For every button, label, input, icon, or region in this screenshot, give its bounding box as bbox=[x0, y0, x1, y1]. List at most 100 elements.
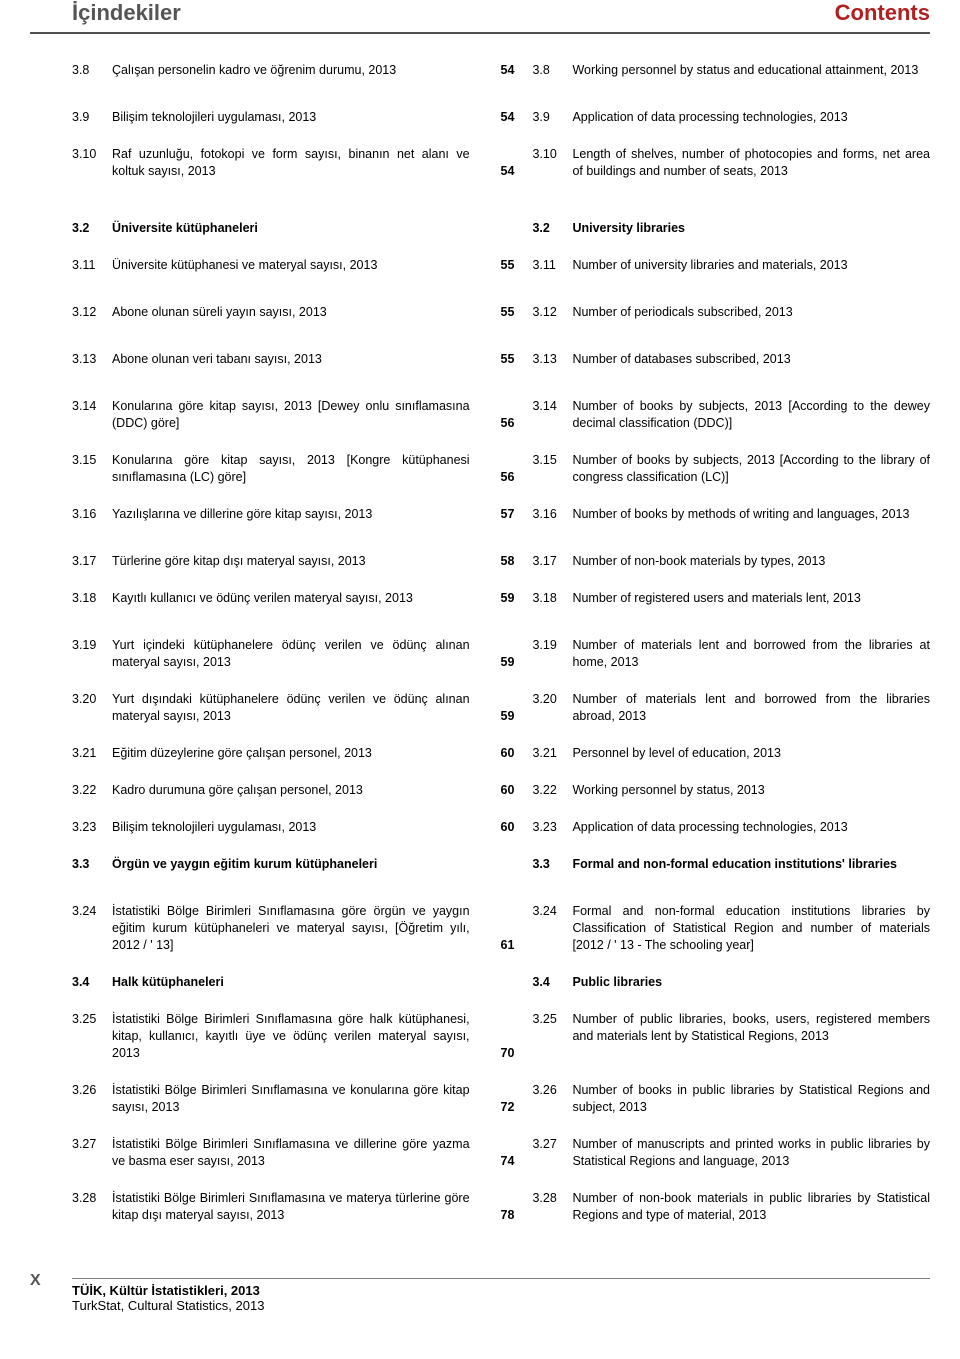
page-number-letter: X bbox=[30, 1272, 41, 1290]
toc-left-text: Türlerine göre kitap dışı materyal sayıs… bbox=[112, 553, 470, 570]
toc-right-text: Number of databases subscribed, 2013 bbox=[572, 351, 930, 368]
toc-page-row bbox=[480, 974, 515, 991]
toc-left-num: 3.18 bbox=[72, 590, 112, 607]
toc-page-row: 70 bbox=[480, 1011, 515, 1062]
toc-right-row: 3.9Application of data processing techno… bbox=[532, 109, 930, 126]
toc-right-row: 3.12Number of periodicals subscribed, 20… bbox=[532, 304, 930, 321]
toc-right-text: Number of books by subjects, 2013 [Accor… bbox=[572, 398, 930, 432]
toc-left-num: 3.23 bbox=[72, 819, 112, 836]
toc-left-num: 3.27 bbox=[72, 1136, 112, 1153]
toc-right-row: 3.16Number of books by methods of writin… bbox=[532, 506, 930, 523]
toc-right-row: 3.19Number of materials lent and borrowe… bbox=[532, 637, 930, 671]
toc-right-text: Number of public libraries, books, users… bbox=[572, 1011, 930, 1045]
toc-right-num: 3.14 bbox=[532, 398, 572, 415]
toc-right-text: University libraries bbox=[572, 220, 930, 237]
toc-right-row: 3.22Working personnel by status, 2013 bbox=[532, 782, 930, 799]
toc-left-row: 3.18Kayıtlı kullanıcı ve ödünç verilen m… bbox=[72, 590, 470, 607]
toc-right-row: 3.17Number of non-book materials by type… bbox=[532, 553, 930, 570]
toc-right-num: 3.26 bbox=[532, 1082, 572, 1099]
toc-page-number: 59 bbox=[480, 590, 515, 607]
toc-page-number: 59 bbox=[480, 654, 515, 671]
toc-right-num: 3.10 bbox=[532, 146, 572, 163]
toc-page-row: 59 bbox=[480, 691, 515, 725]
toc-right-text: Number of non-book materials by types, 2… bbox=[572, 553, 930, 570]
toc-right-num: 3.22 bbox=[532, 782, 572, 799]
toc-right-num: 3.18 bbox=[532, 590, 572, 607]
toc-right-row: 3.14Number of books by subjects, 2013 [A… bbox=[532, 398, 930, 432]
toc-page-number: 61 bbox=[480, 937, 515, 954]
toc-left-text: Yurt içindeki kütüphanelere ödünç verile… bbox=[112, 637, 470, 671]
toc-left-row: 3.2Üniversite kütüphaneleri bbox=[72, 220, 470, 237]
toc-left-row: 3.25İstatistiki Bölge Birimleri Sınıflam… bbox=[72, 1011, 470, 1062]
toc-right-num: 3.13 bbox=[532, 351, 572, 368]
toc-right-num: 3.16 bbox=[532, 506, 572, 523]
toc-left-num: 3.16 bbox=[72, 506, 112, 523]
toc-page-row: 56 bbox=[480, 398, 515, 432]
toc-right-row: 3.24Formal and non-formal education inst… bbox=[532, 903, 930, 954]
toc-right-num: 3.25 bbox=[532, 1011, 572, 1028]
toc-page-number: 58 bbox=[480, 553, 515, 570]
toc-left-text: Bilişim teknolojileri uygulaması, 2013 bbox=[112, 109, 470, 126]
toc-right-text: Number of books by methods of writing an… bbox=[572, 506, 930, 523]
toc-page-number: 54 bbox=[480, 109, 515, 126]
toc-left-num: 3.11 bbox=[72, 257, 112, 274]
toc-left-num: 3.15 bbox=[72, 452, 112, 469]
toc-right-num: 3.17 bbox=[532, 553, 572, 570]
toc-right-row: 3.10Length of shelves, number of photoco… bbox=[532, 146, 930, 180]
toc-left-num: 3.10 bbox=[72, 146, 112, 163]
toc-left-num: 3.9 bbox=[72, 109, 112, 126]
toc-page-number: 74 bbox=[480, 1153, 515, 1170]
toc-page-row: 74 bbox=[480, 1136, 515, 1170]
toc-page-row bbox=[480, 220, 515, 237]
toc-right-num: 3.3 bbox=[532, 856, 572, 873]
toc-right-text: Application of data processing technolog… bbox=[572, 819, 930, 836]
toc-right-num: 3.27 bbox=[532, 1136, 572, 1153]
toc-left-row: 3.27İstatistiki Bölge Birimleri Sınıflam… bbox=[72, 1136, 470, 1170]
header-right-title: Contents bbox=[835, 0, 930, 26]
toc-left-text: Abone olunan süreli yayın sayısı, 2013 bbox=[112, 304, 470, 321]
toc-page-number: 60 bbox=[480, 782, 515, 799]
toc-left-num: 3.25 bbox=[72, 1011, 112, 1028]
toc-page-number: 56 bbox=[480, 415, 515, 432]
toc-page-row: 59 bbox=[480, 590, 515, 607]
toc-right-row: 3.13Number of databases subscribed, 2013 bbox=[532, 351, 930, 368]
toc-left-row: 3.4Halk kütüphaneleri bbox=[72, 974, 470, 991]
toc-page-row: 54 bbox=[480, 62, 515, 79]
toc-right-num: 3.21 bbox=[532, 745, 572, 762]
toc-right-row: 3.21Personnel by level of education, 201… bbox=[532, 745, 930, 762]
toc-left-num: 3.17 bbox=[72, 553, 112, 570]
toc-page-number: 70 bbox=[480, 1045, 515, 1062]
toc-page-number: 78 bbox=[480, 1207, 515, 1224]
toc-left-row: 3.22Kadro durumuna göre çalışan personel… bbox=[72, 782, 470, 799]
toc-left-num: 3.8 bbox=[72, 62, 112, 79]
toc-right-row: 3.4Public libraries bbox=[532, 974, 930, 991]
toc-left-text: Halk kütüphaneleri bbox=[112, 974, 470, 991]
toc-page-row: 78 bbox=[480, 1190, 515, 1224]
toc-page-row: 60 bbox=[480, 745, 515, 762]
toc-left-text: Kayıtlı kullanıcı ve ödünç verilen mater… bbox=[112, 590, 470, 607]
header-row: İçindekiler Contents bbox=[30, 0, 930, 34]
toc-page-number: 56 bbox=[480, 469, 515, 486]
toc-left-row: 3.26İstatistiki Bölge Birimleri Sınıflam… bbox=[72, 1082, 470, 1116]
toc-right-row: 3.20Number of materials lent and borrowe… bbox=[532, 691, 930, 725]
toc-left-row: 3.21Eğitim düzeylerine göre çalışan pers… bbox=[72, 745, 470, 762]
header-left-title: İçindekiler bbox=[72, 0, 181, 26]
toc-right-text: Number of periodicals subscribed, 2013 bbox=[572, 304, 930, 321]
toc-left-text: Çalışan personelin kadro ve öğrenim duru… bbox=[112, 62, 470, 79]
toc-left-row: 3.13Abone olunan veri tabanı sayısı, 201… bbox=[72, 351, 470, 368]
toc-page-number: 54 bbox=[480, 163, 515, 180]
toc-left-text: İstatistiki Bölge Birimleri Sınıflamasın… bbox=[112, 1082, 470, 1116]
toc-right-text: Formal and non-formal education institut… bbox=[572, 856, 930, 873]
toc-right-text: Working personnel by status and educatio… bbox=[572, 62, 930, 79]
toc-left-row: 3.8Çalışan personelin kadro ve öğrenim d… bbox=[72, 62, 470, 79]
toc-right-num: 3.2 bbox=[532, 220, 572, 237]
toc-page-row: 58 bbox=[480, 553, 515, 570]
toc-right-text: Number of registered users and materials… bbox=[572, 590, 930, 607]
toc-left-text: Konularına göre kitap sayısı, 2013 [Kong… bbox=[112, 452, 470, 486]
toc-right-text: Application of data processing technolog… bbox=[572, 109, 930, 126]
toc-left-text: Eğitim düzeylerine göre çalışan personel… bbox=[112, 745, 470, 762]
toc-right-num: 3.19 bbox=[532, 637, 572, 654]
toc-left-row: 3.23Bilişim teknolojileri uygulaması, 20… bbox=[72, 819, 470, 836]
toc-left-row: 3.24İstatistiki Bölge Birimleri Sınıflam… bbox=[72, 903, 470, 954]
toc-right-num: 3.20 bbox=[532, 691, 572, 708]
